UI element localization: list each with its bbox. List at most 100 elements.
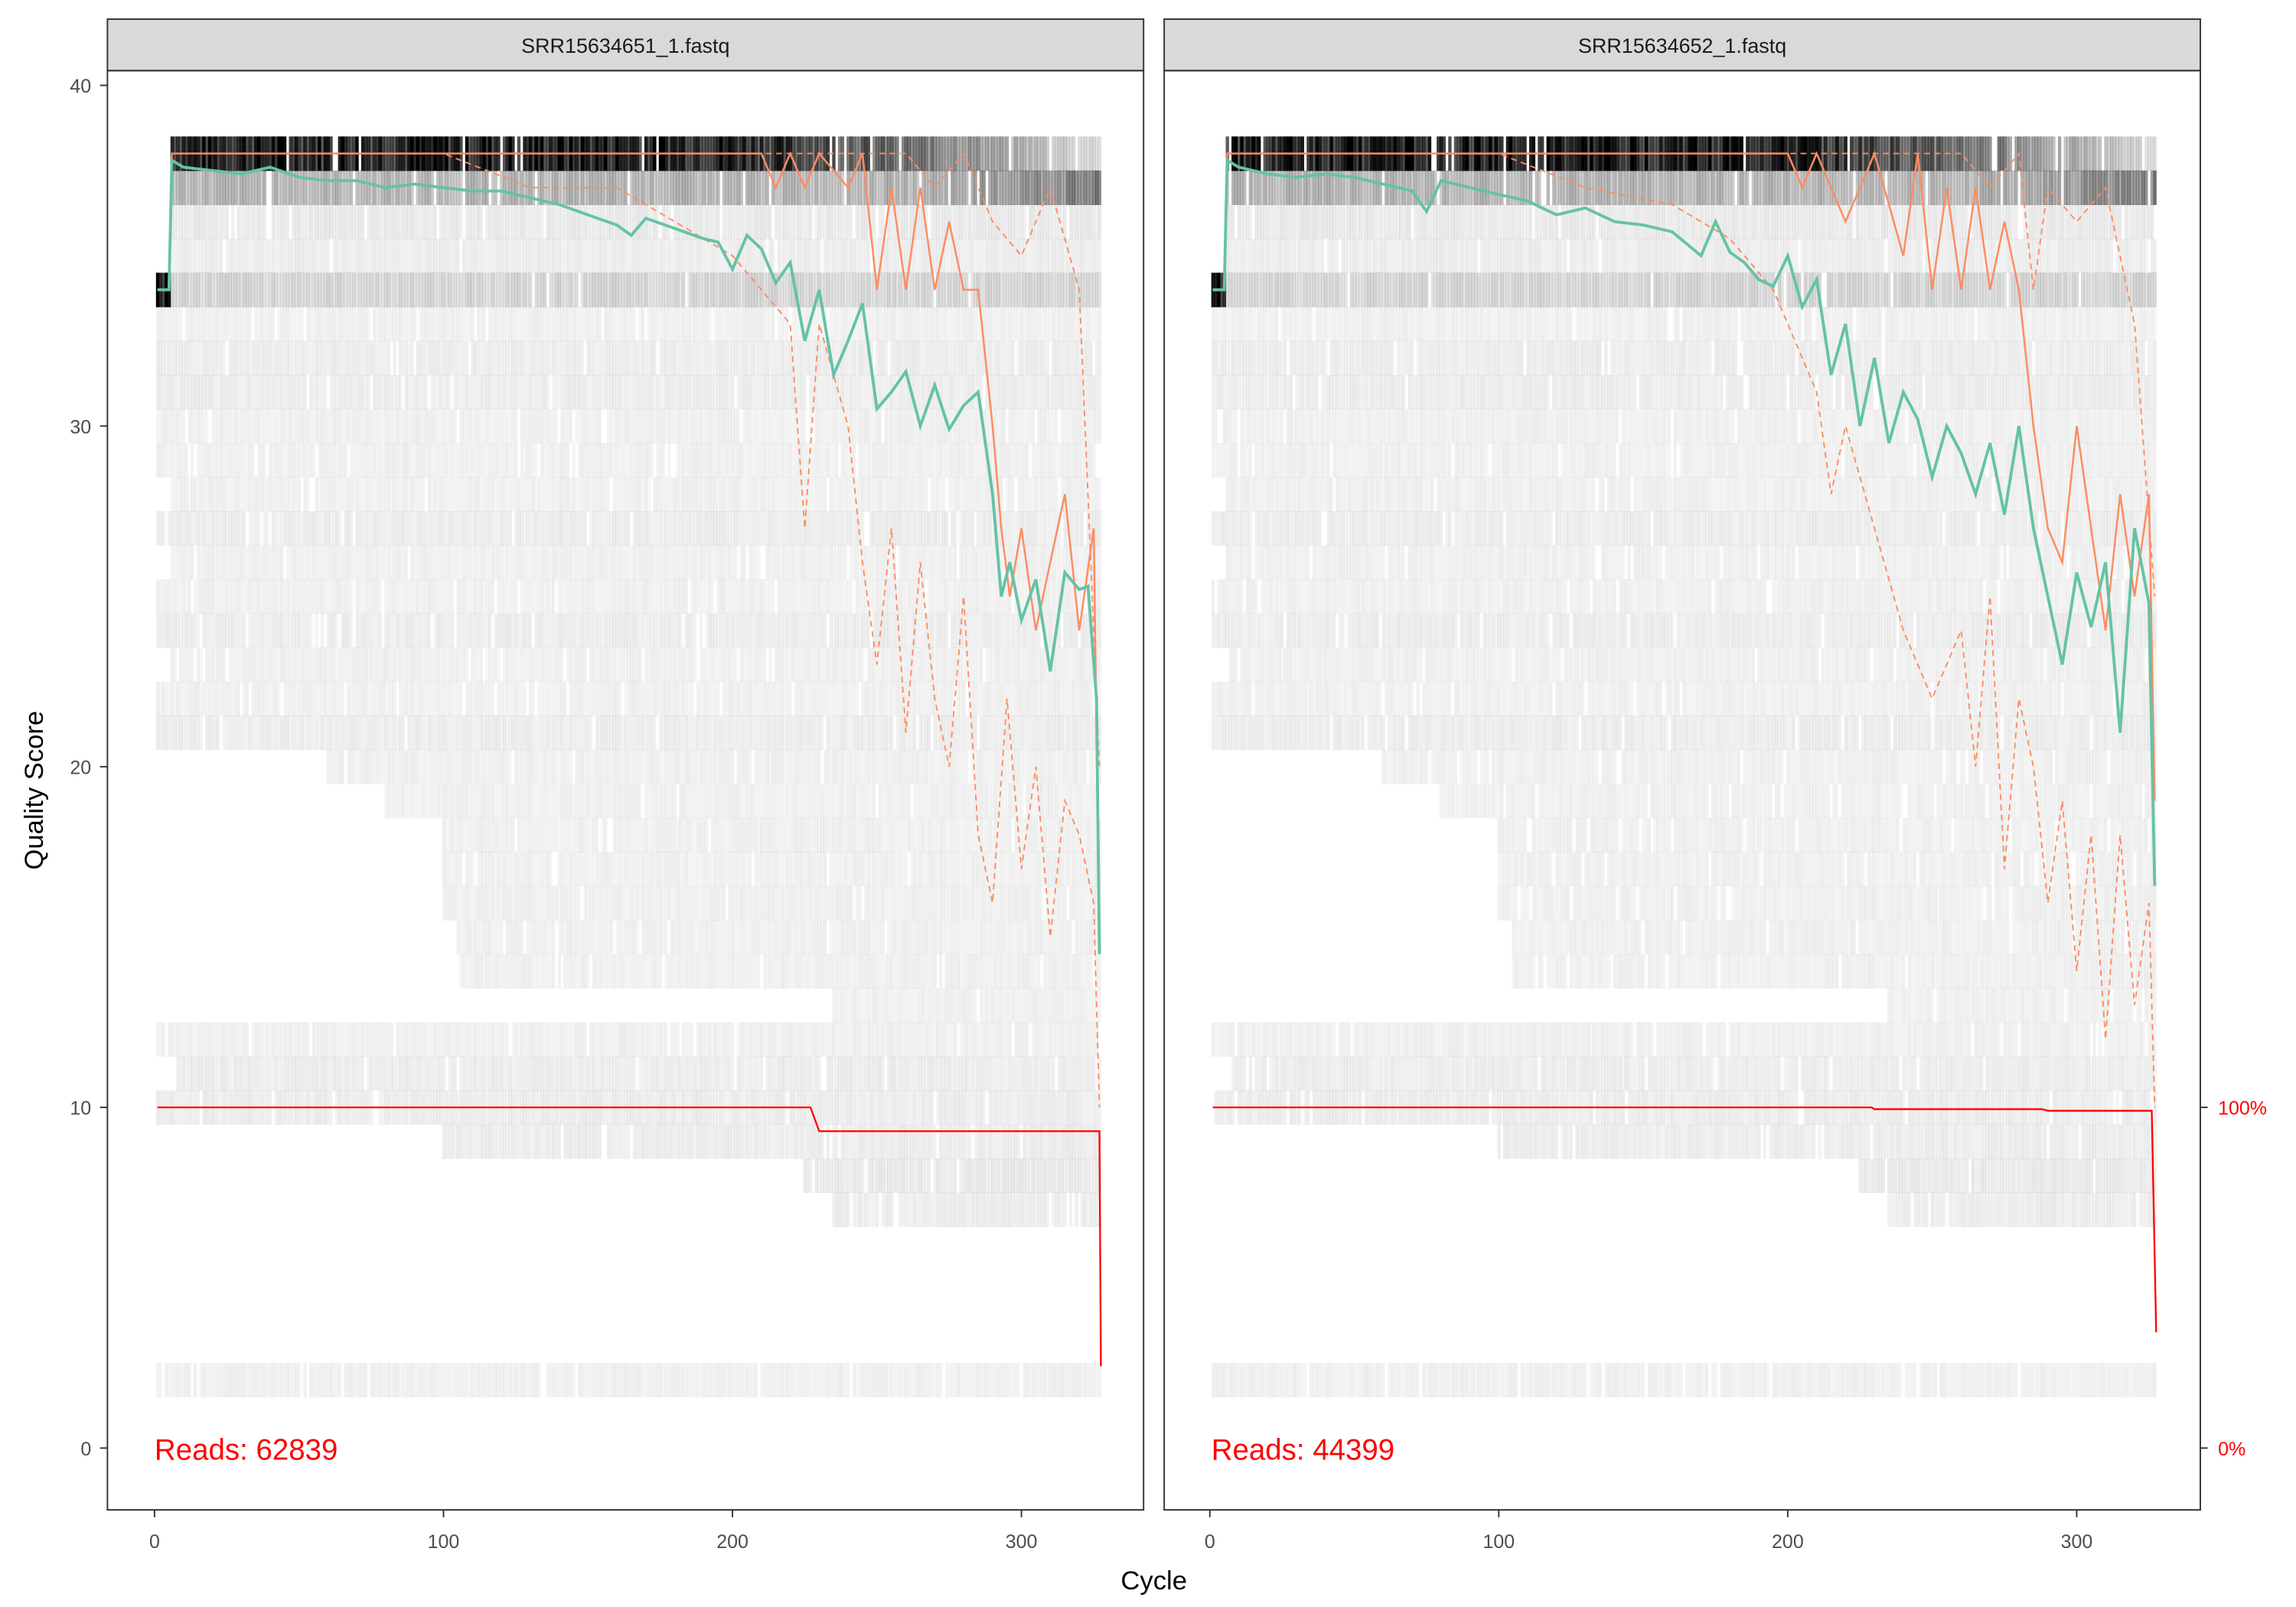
heatmap-cell — [433, 477, 437, 512]
heatmap-cell — [196, 409, 201, 444]
heatmap-cell — [829, 272, 833, 308]
heatmap-cell — [285, 341, 290, 376]
heatmap-cell — [393, 306, 396, 342]
heatmap-cell — [589, 579, 593, 614]
heatmap-cell — [612, 477, 616, 512]
heatmap-cell — [256, 238, 261, 273]
heatmap-cell — [1045, 579, 1050, 614]
heatmap-cell — [820, 374, 824, 410]
heatmap-cell — [835, 204, 839, 240]
heatmap-cell — [974, 613, 977, 648]
heatmap-cell — [1078, 511, 1081, 546]
heatmap-cell — [398, 238, 403, 273]
heatmap-cell — [578, 442, 582, 478]
heatmap-cell — [904, 613, 908, 648]
heatmap-cell — [1055, 272, 1058, 308]
heatmap-cell — [791, 136, 795, 171]
heatmap-cell — [944, 511, 948, 546]
heatmap-cell — [1029, 341, 1032, 376]
heatmap-cell — [650, 341, 654, 376]
heatmap-cell — [785, 613, 790, 648]
heatmap-cell — [456, 341, 460, 376]
heatmap-cell — [554, 409, 559, 444]
heatmap-cell — [621, 613, 625, 648]
heatmap-cell — [759, 238, 764, 273]
heatmap-cell — [210, 238, 214, 273]
heatmap-cell — [199, 442, 203, 478]
heatmap-cell — [970, 306, 974, 342]
heatmap-cell — [161, 579, 165, 614]
heatmap-cell — [711, 579, 714, 614]
heatmap-cell — [225, 613, 229, 648]
heatmap-cell — [979, 647, 983, 683]
heatmap-cell — [996, 409, 1000, 444]
heatmap-cell — [621, 341, 625, 376]
heatmap-cell — [266, 579, 269, 614]
heatmap-cell — [1081, 546, 1084, 580]
heatmap-cell — [517, 374, 521, 410]
heatmap-cell — [690, 613, 694, 648]
heatmap-cell — [716, 613, 720, 648]
heatmap-cell — [233, 647, 238, 683]
heatmap-cell — [901, 204, 905, 240]
heatmap-cell — [974, 341, 977, 376]
heatmap-cell — [962, 409, 966, 444]
heatmap-cell — [289, 238, 292, 273]
heatmap-cell — [372, 545, 377, 580]
heatmap-cell — [947, 477, 951, 512]
heatmap-cell — [872, 238, 876, 273]
heatmap-cell — [306, 238, 310, 273]
heatmap-cell — [638, 341, 642, 376]
heatmap-cell — [679, 545, 683, 580]
heatmap-cell — [311, 204, 316, 240]
heatmap-cell — [982, 341, 986, 376]
heatmap-cell — [612, 409, 616, 444]
heatmap-cell — [806, 170, 810, 205]
heatmap-cell — [964, 545, 969, 580]
heatmap-cell — [404, 545, 408, 580]
heatmap-cell — [684, 511, 689, 546]
heatmap-cell — [748, 545, 752, 580]
heatmap-cell — [297, 613, 302, 648]
heatmap-cell — [1019, 306, 1024, 342]
heatmap-cell — [543, 374, 547, 410]
heatmap-cell — [222, 204, 227, 240]
heatmap-cell — [832, 238, 836, 273]
heatmap-cell — [254, 272, 258, 308]
heatmap-cell — [269, 579, 272, 614]
heatmap-cell — [401, 613, 406, 648]
heatmap-cell — [748, 306, 752, 342]
heatmap-cell — [607, 409, 610, 443]
heatmap-cell — [800, 272, 804, 308]
heatmap-cell — [953, 579, 957, 614]
heatmap-cell — [806, 306, 810, 342]
heatmap-cell — [751, 511, 755, 546]
heatmap-cell — [1042, 647, 1047, 683]
heatmap-cell — [1045, 272, 1050, 308]
heatmap-cell — [569, 272, 573, 308]
heatmap-cell — [311, 374, 316, 410]
heatmap-cell — [341, 306, 344, 342]
heatmap-cell — [895, 647, 899, 683]
heatmap-cell — [514, 442, 518, 478]
heatmap-cell — [887, 613, 891, 648]
heatmap-cell — [292, 511, 295, 546]
heatmap-cell — [719, 409, 723, 444]
heatmap-cell — [297, 204, 302, 240]
heatmap-cell — [311, 442, 316, 478]
heatmap-cell — [759, 204, 764, 240]
heatmap-cell — [578, 511, 582, 546]
heatmap-cell — [179, 511, 183, 546]
heatmap-cell — [791, 477, 795, 512]
heatmap-cell — [436, 374, 440, 410]
heatmap-cell — [184, 204, 188, 240]
heatmap-cell — [731, 613, 735, 648]
heatmap-cell — [167, 409, 171, 444]
heatmap-cell — [843, 545, 847, 580]
heatmap-cell — [1008, 442, 1012, 478]
heatmap-cell — [230, 341, 235, 376]
heatmap-cell — [1016, 647, 1021, 683]
heatmap-cell — [915, 272, 920, 308]
heatmap-cell — [728, 341, 732, 376]
heatmap-cell — [1089, 341, 1093, 376]
